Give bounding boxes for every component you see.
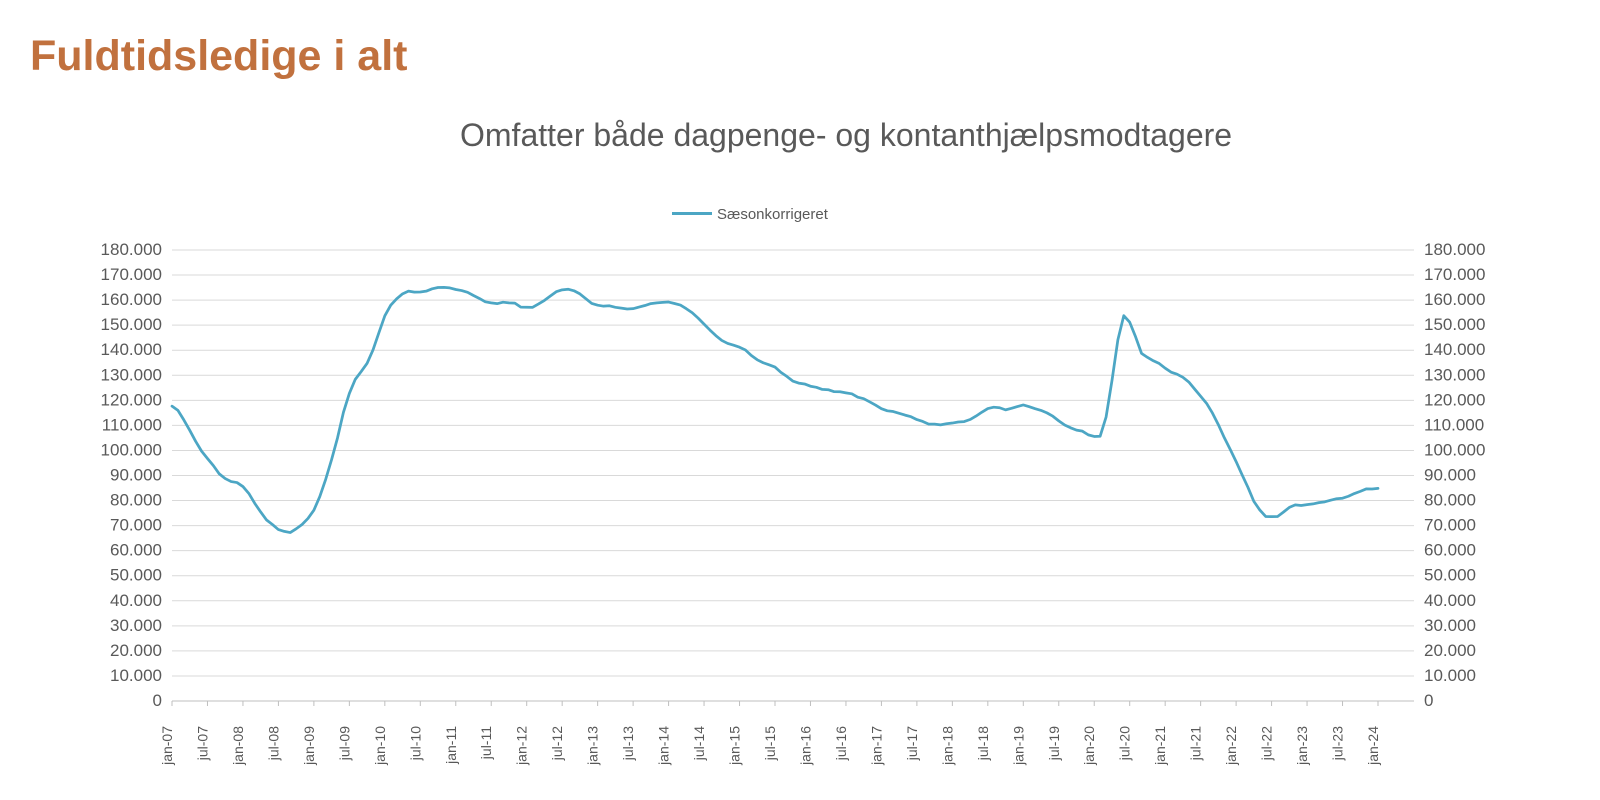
- svg-text:60.000: 60.000: [110, 541, 162, 560]
- svg-text:jul-12: jul-12: [549, 726, 565, 761]
- svg-text:80.000: 80.000: [1424, 491, 1476, 510]
- svg-text:110.000: 110.000: [102, 415, 162, 434]
- svg-text:80.000: 80.000: [110, 491, 162, 510]
- svg-text:jul-16: jul-16: [833, 726, 849, 761]
- svg-text:160.000: 160.000: [101, 290, 162, 309]
- svg-text:110.000: 110.000: [1424, 415, 1484, 434]
- svg-text:10.000: 10.000: [1424, 666, 1476, 685]
- svg-text:30.000: 30.000: [1424, 616, 1476, 635]
- svg-text:40.000: 40.000: [1424, 591, 1476, 610]
- svg-text:10.000: 10.000: [110, 666, 162, 685]
- svg-text:jul-20: jul-20: [1117, 726, 1133, 761]
- svg-text:jan-23: jan-23: [1294, 726, 1310, 766]
- svg-text:160.000: 160.000: [1424, 290, 1485, 309]
- svg-text:180.000: 180.000: [101, 240, 162, 259]
- svg-text:jan-19: jan-19: [1010, 726, 1026, 766]
- svg-text:20.000: 20.000: [1424, 641, 1476, 660]
- svg-text:40.000: 40.000: [110, 591, 162, 610]
- svg-text:130.000: 130.000: [101, 365, 162, 384]
- svg-text:jul-14: jul-14: [691, 726, 707, 761]
- svg-text:jul-17: jul-17: [904, 726, 920, 761]
- svg-text:120.000: 120.000: [1424, 390, 1485, 409]
- svg-text:jul-11: jul-11: [478, 726, 494, 760]
- svg-text:60.000: 60.000: [1424, 541, 1476, 560]
- svg-text:jul-13: jul-13: [620, 726, 636, 761]
- svg-text:jan-16: jan-16: [797, 726, 813, 766]
- svg-text:jul-18: jul-18: [975, 726, 991, 761]
- svg-text:jan-22: jan-22: [1223, 726, 1239, 766]
- svg-text:150.000: 150.000: [101, 315, 162, 334]
- svg-text:0: 0: [1424, 691, 1433, 710]
- svg-text:jan-18: jan-18: [939, 726, 955, 766]
- svg-text:120.000: 120.000: [101, 390, 162, 409]
- svg-text:jul-21: jul-21: [1188, 726, 1204, 761]
- svg-text:170.000: 170.000: [101, 265, 162, 284]
- svg-text:jul-07: jul-07: [194, 726, 210, 761]
- svg-text:0: 0: [153, 691, 162, 710]
- svg-text:jan-10: jan-10: [372, 726, 388, 766]
- svg-text:jul-10: jul-10: [407, 726, 423, 761]
- svg-text:140.000: 140.000: [1424, 340, 1485, 359]
- svg-text:90.000: 90.000: [1424, 466, 1476, 485]
- svg-text:130.000: 130.000: [1424, 365, 1485, 384]
- svg-text:jul-22: jul-22: [1259, 726, 1275, 761]
- svg-text:140.000: 140.000: [101, 340, 162, 359]
- svg-text:jul-09: jul-09: [336, 726, 352, 761]
- svg-text:jul-19: jul-19: [1046, 726, 1062, 761]
- svg-text:100.000: 100.000: [1424, 440, 1485, 459]
- svg-text:jul-08: jul-08: [265, 726, 281, 761]
- svg-text:jan-17: jan-17: [868, 726, 884, 766]
- svg-text:jan-13: jan-13: [585, 726, 601, 766]
- svg-text:150.000: 150.000: [1424, 315, 1485, 334]
- svg-text:170.000: 170.000: [1424, 265, 1485, 284]
- svg-text:30.000: 30.000: [110, 616, 162, 635]
- svg-text:50.000: 50.000: [1424, 566, 1476, 585]
- svg-text:jan-24: jan-24: [1365, 726, 1381, 766]
- svg-text:jan-11: jan-11: [443, 726, 459, 765]
- svg-text:70.000: 70.000: [1424, 516, 1476, 535]
- svg-text:90.000: 90.000: [110, 466, 162, 485]
- svg-text:jan-12: jan-12: [514, 726, 530, 766]
- svg-text:jul-23: jul-23: [1330, 726, 1346, 761]
- svg-text:jan-20: jan-20: [1081, 726, 1097, 766]
- svg-text:jan-08: jan-08: [230, 726, 246, 766]
- svg-text:jul-15: jul-15: [762, 726, 778, 761]
- svg-text:100.000: 100.000: [101, 440, 162, 459]
- svg-text:jan-07: jan-07: [159, 726, 175, 766]
- svg-text:jan-15: jan-15: [727, 726, 743, 766]
- svg-text:70.000: 70.000: [110, 516, 162, 535]
- svg-text:50.000: 50.000: [110, 566, 162, 585]
- svg-text:jan-21: jan-21: [1152, 726, 1168, 766]
- svg-text:180.000: 180.000: [1424, 240, 1485, 259]
- svg-text:20.000: 20.000: [110, 641, 162, 660]
- svg-text:jan-09: jan-09: [301, 726, 317, 766]
- svg-text:jan-14: jan-14: [656, 726, 672, 766]
